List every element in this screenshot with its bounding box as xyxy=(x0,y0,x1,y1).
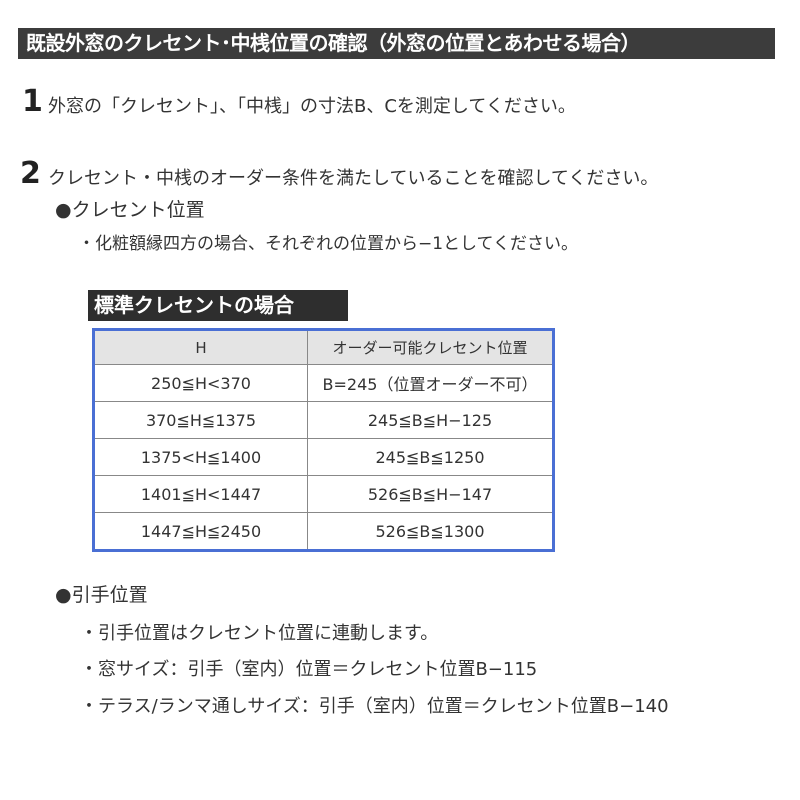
crescent-note: ・化粧額縁四方の場合、それぞれの位置から−1としてください。 xyxy=(78,234,579,254)
handle-item: ・テラス/ランマ通しサイズ：引手（室内）位置＝クレセント位置B−140 xyxy=(80,696,669,717)
cell-h: 1401≦H<1447 xyxy=(93,475,308,513)
table-label: 標準クレセントの場合 xyxy=(88,290,348,321)
cell-h: 1375<H≦1400 xyxy=(93,438,308,476)
header-position: オーダー可能クレセント位置 xyxy=(307,329,554,365)
header-h: H xyxy=(93,329,308,365)
cell-h: 1447≦H≦2450 xyxy=(93,512,308,551)
handle-item: ・窓サイズ：引手（室内）位置＝クレセント位置B−115 xyxy=(80,659,538,680)
table-row: 370≦H≦1375 245≦B≦H−125 xyxy=(93,401,554,439)
section-title: 既設外窓のクレセント･中桟位置の確認（外窓の位置とあわせる場合） xyxy=(18,28,775,59)
cell-h: 250≦H<370 xyxy=(93,364,308,402)
table-header-row: H オーダー可能クレセント位置 xyxy=(93,329,554,365)
step-1-text: 外窓の「クレセント」、「中桟」の寸法B、Cを測定してください。 xyxy=(48,96,576,117)
handle-heading: ●引手位置 xyxy=(55,584,148,606)
table-row: 1375<H≦1400 245≦B≦1250 xyxy=(93,438,554,476)
cell-b: 526≦B≦H−147 xyxy=(307,475,554,513)
cell-b: B=245（位置オーダー不可） xyxy=(307,364,554,402)
handle-item: ・引手位置はクレセント位置に連動します。 xyxy=(80,623,439,644)
cell-h: 370≦H≦1375 xyxy=(93,401,308,439)
crescent-heading: ●クレセント位置 xyxy=(55,199,205,221)
cell-b: 245≦B≦1250 xyxy=(307,438,554,476)
table-row: 1447≦H≦2450 526≦B≦1300 xyxy=(93,512,554,551)
cell-b: 526≦B≦1300 xyxy=(307,512,554,551)
table-row: 250≦H<370 B=245（位置オーダー不可） xyxy=(93,364,554,402)
cell-b: 245≦B≦H−125 xyxy=(307,401,554,439)
step-number-1: 1 xyxy=(22,84,43,119)
crescent-table: H オーダー可能クレセント位置 250≦H<370 B=245（位置オーダー不可）… xyxy=(92,328,555,552)
step-2-text: クレセント・中桟のオーダー条件を満たしていることを確認してください。 xyxy=(48,168,659,189)
table-row: 1401≦H<1447 526≦B≦H−147 xyxy=(93,475,554,513)
step-number-2: 2 xyxy=(20,156,41,191)
